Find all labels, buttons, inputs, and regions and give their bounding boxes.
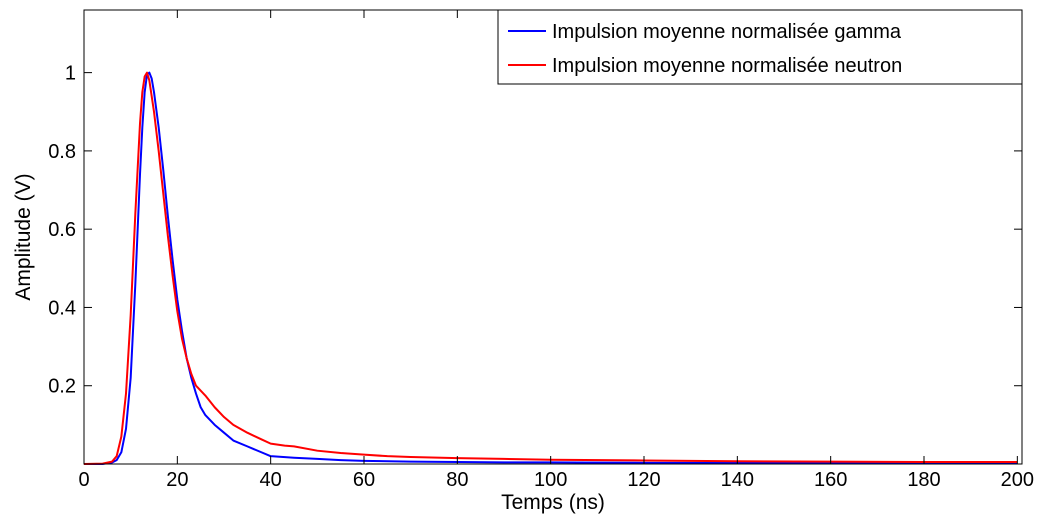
y-axis-label: Amplitude (V) xyxy=(12,173,35,300)
x-axis-label: Temps (ns) xyxy=(501,491,605,514)
series-line-gamma xyxy=(84,71,1018,465)
y-tick-label: 0.4 xyxy=(48,297,76,319)
legend-label: Impulsion moyenne normalisée gamma xyxy=(552,21,902,43)
y-tick-label: 0.8 xyxy=(48,141,76,163)
y-tick-label: 1 xyxy=(65,63,76,85)
x-tick-label: 0 xyxy=(78,469,89,491)
plot-area xyxy=(84,10,1022,464)
x-tick-label: 60 xyxy=(353,469,375,491)
x-tick-label: 120 xyxy=(627,469,660,491)
x-tick-label: 100 xyxy=(534,469,567,491)
x-tick-label: 40 xyxy=(260,469,282,491)
x-tick-label: 80 xyxy=(446,469,468,491)
x-tick-label: 200 xyxy=(1001,469,1034,491)
legend-box xyxy=(497,9,1023,85)
x-tick-label: 140 xyxy=(721,469,754,491)
x-tick-label: 180 xyxy=(907,469,940,491)
series-line-neutron xyxy=(83,71,1018,465)
legend-label: Impulsion moyenne normalisée neutron xyxy=(552,55,902,77)
y-tick-label: 0.2 xyxy=(48,376,76,398)
x-tick-label: 20 xyxy=(166,469,188,491)
x-tick-label: 160 xyxy=(814,469,847,491)
y-tick-label: 0.6 xyxy=(48,219,76,241)
